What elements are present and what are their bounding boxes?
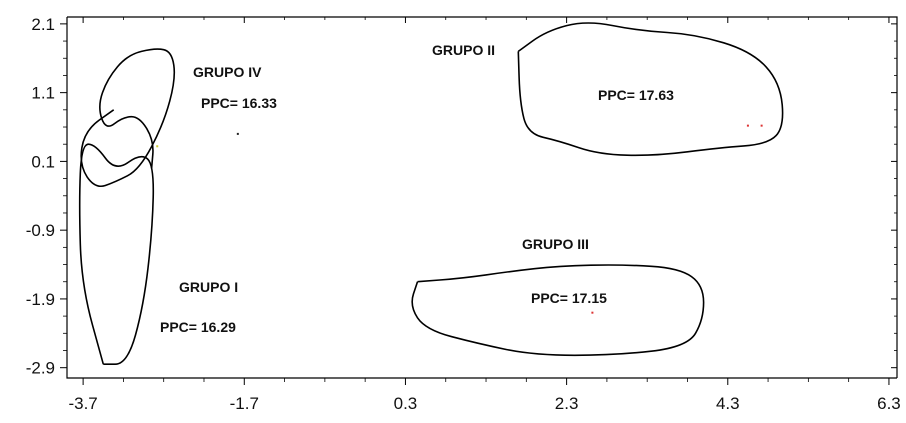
x-tick-label: 0.3 (394, 394, 418, 413)
group-labels: GRUPO I PPC= 16.29 GRUPO IV PPC= 16.33 GRUPO… (160, 42, 674, 335)
x-tick-label: 2.3 (555, 394, 579, 413)
data-point (236, 132, 239, 135)
group-outline-3 (517, 22, 784, 157)
data-point (760, 124, 763, 127)
group-outline-4 (411, 264, 705, 357)
data-point (156, 145, 159, 148)
group-outlines (78, 22, 784, 365)
y-tick-label: -1.9 (26, 290, 55, 309)
x-tick-label: -3.7 (68, 394, 97, 413)
group-outline-2 (80, 48, 176, 188)
data-markers (156, 124, 763, 314)
data-point (746, 124, 749, 127)
y-tick-label: 1.1 (31, 84, 55, 103)
y-tick-label: -2.9 (26, 359, 55, 378)
axes: -3.7 -1.7 0.3 2.3 4.3 6.3 2.1 1.1 0.1 -0.9 -1.9 -2.… (26, 15, 901, 413)
group-ppc-label: PPC= 16.29 (160, 319, 236, 335)
group-ppc-label: PPC= 17.63 (598, 87, 674, 103)
y-tick-label: 2.1 (31, 15, 55, 34)
data-point (591, 311, 594, 314)
y-tick-label: -0.9 (26, 221, 55, 240)
group-name-label: GRUPO III (522, 236, 589, 252)
group-outline-1 (78, 143, 155, 365)
group-ppc-label: PPC= 16.33 (201, 95, 277, 111)
x-tick-label: -1.7 (230, 394, 259, 413)
axis-frame (66, 17, 897, 379)
group-ppc-label: PPC= 17.15 (531, 290, 607, 306)
group-name-label: GRUPO II (432, 42, 495, 58)
group-name-label: GRUPO I (179, 279, 238, 295)
y-tick-label: 0.1 (31, 152, 55, 171)
x-tick-label: 4.3 (716, 394, 740, 413)
axis-frame-top-right (67, 16, 898, 378)
x-tick-label: 6.3 (877, 394, 901, 413)
group-name-label: GRUPO IV (193, 64, 262, 80)
